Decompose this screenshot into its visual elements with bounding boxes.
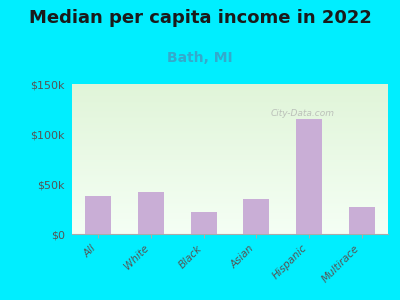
Bar <box>85 196 112 234</box>
Bar <box>348 207 375 234</box>
Bar <box>138 192 164 234</box>
Text: City-Data.com: City-Data.com <box>271 110 335 118</box>
Bar <box>243 199 270 234</box>
Bar <box>190 212 217 234</box>
Text: Median per capita income in 2022: Median per capita income in 2022 <box>28 9 372 27</box>
Text: Bath, MI: Bath, MI <box>167 51 233 65</box>
Bar <box>296 119 322 234</box>
